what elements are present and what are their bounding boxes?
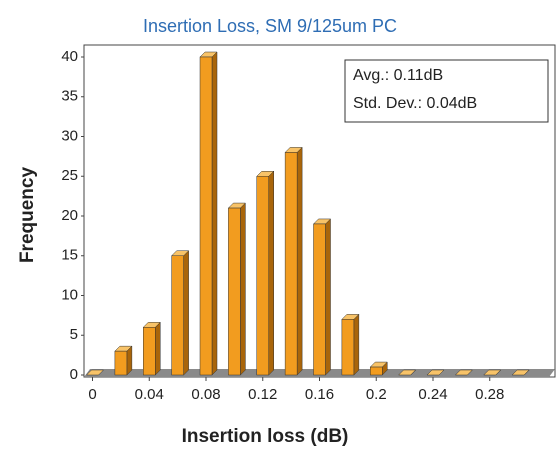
- bar-top: [454, 369, 473, 376]
- bar: [341, 319, 355, 376]
- bar: [369, 366, 383, 376]
- bar-top: [85, 369, 105, 376]
- y-tick-label: 5: [70, 326, 78, 343]
- x-tick-label: 0.28: [475, 386, 504, 403]
- bar: [199, 56, 213, 376]
- y-tick-label: 0: [70, 366, 78, 383]
- bar: [313, 223, 326, 376]
- annotation: Std. Dev.: 0.04dB: [353, 95, 477, 112]
- x-tick-label: 0.08: [191, 386, 220, 403]
- x-tick-label: 0.2: [366, 386, 387, 403]
- x-tick-label: 0.04: [135, 386, 164, 403]
- y-axis-label: Frequency: [17, 167, 38, 264]
- bar: [228, 207, 241, 376]
- y-tick-label: 15: [61, 247, 78, 264]
- y-tick-label: 25: [61, 167, 78, 184]
- bar-top: [426, 369, 445, 376]
- bar: [256, 176, 270, 376]
- annotation: Avg.: 0.11dB: [353, 67, 443, 84]
- y-tick-label: 30: [61, 127, 78, 144]
- bar-top: [398, 369, 417, 376]
- bar-side: [296, 146, 303, 376]
- bar-side: [325, 218, 331, 376]
- y-tick-label: 40: [61, 48, 78, 65]
- x-tick-label: 0.16: [305, 386, 334, 403]
- bar: [284, 152, 298, 376]
- bar-side: [183, 250, 189, 376]
- bar: [171, 255, 184, 376]
- bar-side: [353, 313, 360, 376]
- x-tick-label: 0: [88, 386, 96, 403]
- x-tick-label: 0.24: [418, 386, 447, 403]
- bar: [114, 350, 128, 376]
- bar-side: [155, 321, 161, 376]
- y-tick-label: 35: [61, 88, 78, 105]
- y-tick-label: 20: [61, 207, 78, 224]
- bar-top: [511, 369, 530, 376]
- bar-side: [240, 202, 246, 376]
- bar: [143, 327, 156, 376]
- bar-side: [268, 170, 275, 376]
- x-tick-label: 0.12: [248, 386, 277, 403]
- y-tick-label: 10: [61, 286, 78, 303]
- chart-title: Insertion Loss, SM 9/125um PC: [143, 16, 397, 36]
- x-axis-label: Insertion loss (dB): [182, 426, 349, 447]
- annotation-box: [344, 59, 549, 123]
- bar-top: [483, 369, 502, 376]
- bar-side: [211, 51, 218, 376]
